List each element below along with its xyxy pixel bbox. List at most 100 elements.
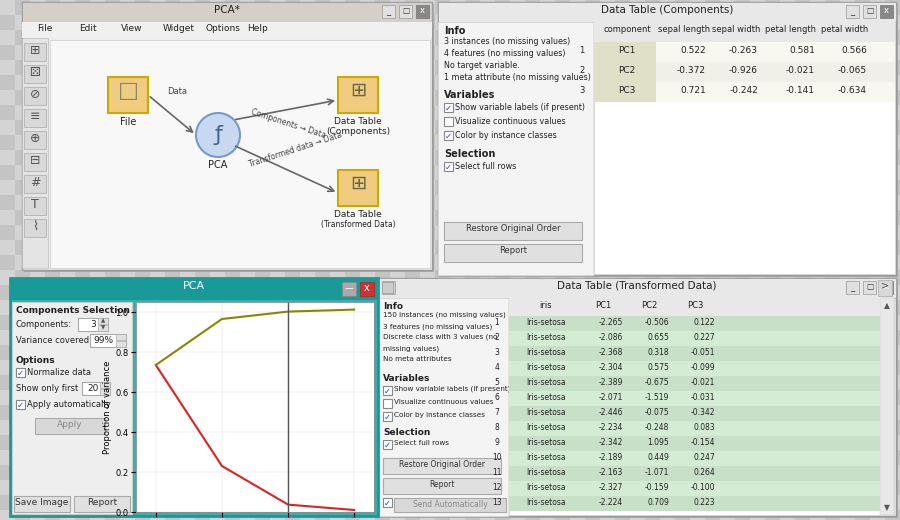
- Bar: [420, 375, 435, 390]
- Bar: [705, 435, 720, 450]
- Bar: [225, 360, 240, 375]
- Bar: [105, 480, 120, 495]
- Bar: [180, 135, 195, 150]
- Bar: [660, 465, 675, 480]
- Bar: [30, 225, 45, 240]
- Bar: [240, 330, 255, 345]
- Bar: [615, 75, 630, 90]
- Bar: [585, 330, 600, 345]
- Bar: [315, 255, 330, 270]
- Bar: [30, 0, 45, 15]
- Bar: [315, 180, 330, 195]
- Bar: [0, 180, 15, 195]
- Bar: [435, 435, 450, 450]
- Bar: [645, 360, 660, 375]
- Bar: [345, 150, 360, 165]
- Bar: [90, 105, 105, 120]
- Text: 0.318: 0.318: [647, 348, 669, 357]
- Bar: [840, 300, 855, 315]
- Bar: [330, 210, 345, 225]
- Bar: [615, 15, 630, 30]
- Bar: [855, 30, 870, 45]
- Bar: [870, 180, 885, 195]
- Bar: [525, 165, 540, 180]
- Bar: [855, 105, 870, 120]
- Bar: [750, 435, 765, 450]
- Bar: [225, 15, 240, 30]
- Text: Restore Original Order: Restore Original Order: [465, 224, 561, 233]
- Bar: [105, 165, 120, 180]
- Bar: [480, 195, 495, 210]
- Bar: [180, 480, 195, 495]
- Bar: [765, 30, 780, 45]
- Bar: [885, 405, 900, 420]
- Bar: [0, 105, 15, 120]
- Text: 9: 9: [495, 438, 500, 447]
- Bar: [270, 255, 285, 270]
- Bar: [855, 180, 870, 195]
- Bar: [135, 405, 150, 420]
- Bar: [15, 45, 30, 60]
- Bar: [510, 285, 525, 300]
- Bar: [240, 300, 255, 315]
- Bar: [870, 210, 885, 225]
- Bar: [855, 435, 870, 450]
- Bar: [300, 315, 315, 330]
- Bar: [330, 270, 345, 285]
- Bar: [300, 360, 315, 375]
- Bar: [210, 375, 225, 390]
- Bar: [150, 360, 165, 375]
- Bar: [105, 435, 120, 450]
- Bar: [510, 0, 525, 15]
- Bar: [378, 278, 896, 516]
- Bar: [285, 165, 300, 180]
- Text: -0.100: -0.100: [690, 483, 715, 492]
- Bar: [555, 420, 570, 435]
- Bar: [705, 450, 720, 465]
- Text: 20: 20: [87, 384, 99, 393]
- Bar: [615, 150, 630, 165]
- Bar: [45, 375, 60, 390]
- Bar: [375, 270, 390, 285]
- Bar: [375, 135, 390, 150]
- Bar: [120, 15, 135, 30]
- Bar: [165, 285, 180, 300]
- Bar: [600, 60, 615, 75]
- Bar: [450, 300, 465, 315]
- Bar: [885, 210, 900, 225]
- Bar: [225, 165, 240, 180]
- Bar: [105, 105, 120, 120]
- Bar: [75, 315, 90, 330]
- Bar: [480, 495, 495, 510]
- Bar: [780, 0, 795, 15]
- Bar: [135, 60, 150, 75]
- Bar: [660, 375, 675, 390]
- Bar: [880, 298, 894, 515]
- Bar: [525, 135, 540, 150]
- Bar: [435, 360, 450, 375]
- Text: -2.086: -2.086: [598, 333, 623, 342]
- Bar: [330, 300, 345, 315]
- Bar: [195, 495, 210, 510]
- Text: -0.926: -0.926: [729, 66, 758, 75]
- Bar: [645, 315, 660, 330]
- Bar: [270, 330, 285, 345]
- Bar: [15, 330, 30, 345]
- Bar: [615, 510, 630, 520]
- Bar: [509, 496, 880, 511]
- Bar: [555, 60, 570, 75]
- Bar: [675, 375, 690, 390]
- Bar: [60, 120, 75, 135]
- Bar: [165, 105, 180, 120]
- Bar: [585, 420, 600, 435]
- Bar: [285, 345, 300, 360]
- Bar: [180, 465, 195, 480]
- Bar: [345, 0, 360, 15]
- Bar: [870, 30, 885, 45]
- Bar: [0, 225, 15, 240]
- Bar: [210, 255, 225, 270]
- Bar: [45, 390, 60, 405]
- Text: PCA: PCA: [183, 281, 205, 291]
- Bar: [225, 285, 240, 300]
- Bar: [315, 405, 330, 420]
